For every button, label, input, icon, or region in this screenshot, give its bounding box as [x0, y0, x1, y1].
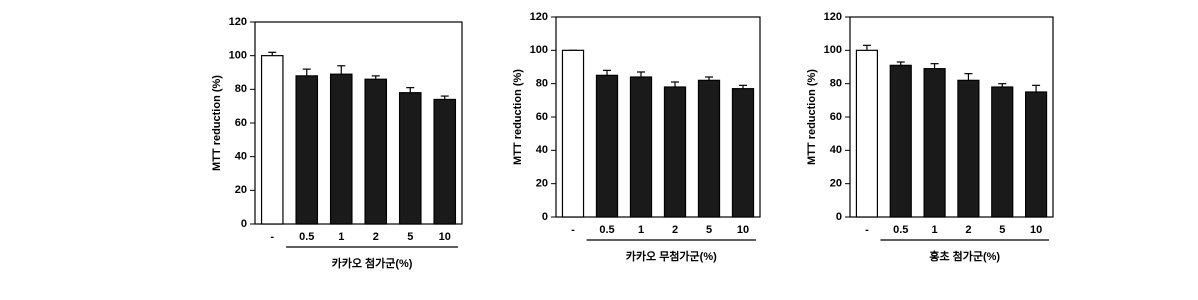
y-tick-label: 0 — [241, 218, 247, 230]
bar — [1024, 91, 1048, 218]
y-tick-label: 20 — [830, 178, 842, 190]
x-tick-label: 0.5 — [299, 231, 314, 243]
x-tick-label: 2 — [672, 224, 678, 236]
y-axis-label: MTT reduction (%) — [211, 75, 223, 171]
y-tick-label: 80 — [235, 83, 247, 95]
bar — [991, 86, 1014, 218]
bar — [295, 75, 319, 225]
x-tick-label: 2 — [373, 231, 379, 243]
y-tick-label: 60 — [830, 111, 842, 123]
y-tick-label: 20 — [235, 184, 247, 196]
x-tick-label: 5 — [706, 224, 712, 236]
y-tick-label: 120 — [229, 16, 247, 28]
x-tick-label: - — [270, 231, 274, 243]
x-tick-label: 2 — [965, 224, 971, 236]
bar — [663, 86, 687, 218]
y-tick-label: 40 — [830, 144, 842, 156]
y-tick-label: 80 — [830, 78, 842, 90]
y-tick-label: 0 — [542, 211, 548, 223]
y-tick-label: 60 — [536, 111, 548, 123]
y-axis-label: MTT reduction (%) — [806, 69, 818, 165]
y-tick-label: 120 — [824, 11, 842, 23]
x-tick-label: - — [571, 224, 575, 236]
bar — [889, 64, 912, 218]
y-tick-label: 100 — [824, 44, 842, 56]
x-tick-label: 5 — [407, 231, 413, 243]
plot-frame — [555, 16, 761, 218]
x-tick-label: 1 — [338, 231, 344, 243]
x-tick-label: 1 — [932, 224, 938, 236]
y-tick-label: 40 — [536, 144, 548, 156]
bar — [697, 79, 721, 218]
x-tick-label: 1 — [638, 224, 644, 236]
plot-frame — [849, 16, 1054, 218]
y-tick-label: 60 — [235, 117, 247, 129]
bar — [260, 55, 284, 225]
x-tick-label: - — [865, 224, 869, 236]
bar — [364, 78, 388, 225]
x-tick-label: 10 — [737, 224, 749, 236]
x-tick-label: 10 — [1030, 224, 1042, 236]
bar — [923, 68, 946, 218]
y-axis-label: MTT reduction (%) — [512, 69, 524, 165]
x-tick-label: 0.5 — [893, 224, 908, 236]
x-tick-label: 10 — [439, 231, 451, 243]
y-tick-label: 0 — [836, 211, 842, 223]
bar — [329, 73, 353, 225]
y-tick-label: 100 — [229, 50, 247, 62]
group-label: 카카오 첨가군(%) — [332, 256, 413, 270]
y-tick-label: 80 — [536, 78, 548, 90]
bar — [731, 88, 755, 218]
bar — [433, 98, 457, 225]
group-label: 카카오 무첨가군(%) — [626, 249, 717, 263]
y-tick-label: 20 — [536, 178, 548, 190]
x-tick-label: 0.5 — [599, 224, 614, 236]
y-tick-label: 40 — [235, 151, 247, 163]
y-tick-label: 100 — [530, 44, 548, 56]
bar — [855, 49, 879, 218]
bar — [957, 79, 980, 218]
group-label: 홍초 첨가군(%) — [929, 249, 1000, 263]
bar — [629, 76, 653, 218]
bar — [595, 74, 619, 218]
bar — [398, 92, 422, 225]
plot-frame — [254, 21, 463, 225]
y-tick-label: 120 — [530, 11, 548, 23]
x-tick-label: 5 — [999, 224, 1005, 236]
bar — [561, 49, 585, 218]
